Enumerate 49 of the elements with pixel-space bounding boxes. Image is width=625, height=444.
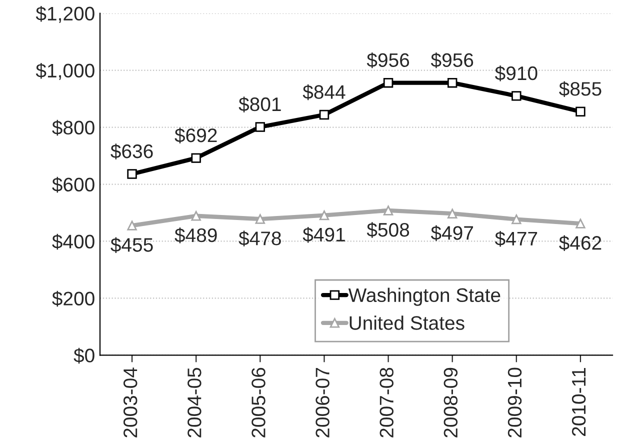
- y-tick-label: $400: [52, 234, 94, 250]
- point: [255, 214, 266, 224]
- point: [576, 218, 586, 228]
- x-tick-label: 2010-11: [572, 368, 586, 436]
- point: [255, 122, 266, 132]
- point: [512, 91, 522, 101]
- point: [127, 220, 137, 230]
- y-tick-label: $0: [74, 348, 94, 364]
- point: [576, 106, 586, 116]
- point: [191, 153, 201, 163]
- point: [319, 210, 330, 220]
- x-tick-label: 2005-06: [252, 368, 266, 438]
- x-tick-label: 2006-07: [316, 368, 330, 438]
- y-tick-label: $1,200: [36, 6, 94, 23]
- data-label: $692: [174, 128, 217, 144]
- x-tick-label: 2004-05: [188, 368, 202, 438]
- y-tick-label: $200: [52, 290, 94, 307]
- data-label: $801: [238, 96, 281, 112]
- point: [319, 110, 330, 120]
- x-tick-label: 2007-08: [380, 368, 394, 438]
- y-tick-label: $600: [52, 176, 94, 193]
- point: [512, 214, 522, 224]
- y-tick-label: $1,000: [36, 62, 94, 80]
- point: [447, 208, 458, 218]
- y-tick-label: $800: [52, 120, 94, 136]
- legend-label: Washington State: [348, 288, 500, 306]
- point: [191, 211, 201, 221]
- data-label: $462: [559, 235, 602, 251]
- data-label: $491: [302, 226, 345, 243]
- point: [127, 169, 137, 179]
- data-label: $477: [494, 230, 538, 247]
- data-label: $956: [430, 52, 474, 68]
- x-tick-label: 2003-04: [123, 368, 138, 438]
- data-label: $489: [174, 228, 217, 244]
- data-label: $478: [238, 230, 281, 246]
- data-label: $508: [366, 222, 410, 238]
- data-label: $636: [110, 144, 153, 160]
- point: [383, 78, 394, 88]
- point: [383, 206, 394, 216]
- data-label: $910: [494, 66, 538, 82]
- legend-label: United States: [350, 316, 464, 330]
- data-label: $497: [430, 225, 473, 242]
- data-label: $855: [559, 81, 602, 97]
- data-label: $956: [366, 52, 410, 68]
- point: [447, 78, 458, 88]
- x-tick-label: 2008-09: [444, 368, 458, 438]
- x-tick-label: 2009-10: [508, 368, 522, 438]
- data-label: $455: [110, 237, 153, 253]
- data-label: $844: [302, 84, 346, 100]
